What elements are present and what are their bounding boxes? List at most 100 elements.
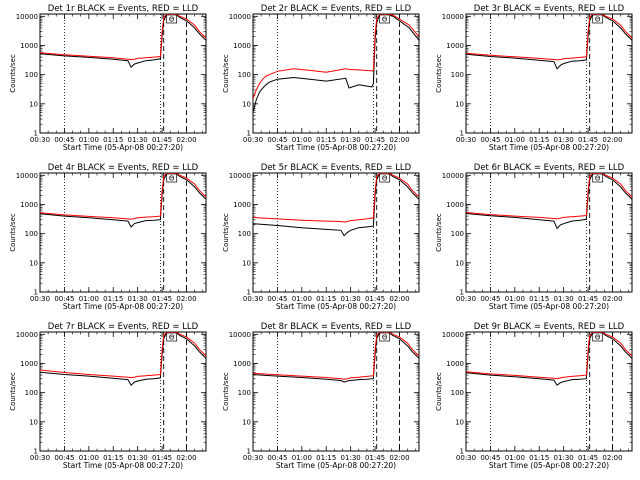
y-tick-label: 1000 <box>233 201 251 209</box>
x-tick-label: 01:30 <box>128 454 148 462</box>
panel-title: Det 1r BLACK = Events, RED = LLD <box>48 4 199 14</box>
y-tick-label: 10000 <box>442 331 464 339</box>
x-tick-label: 01:15 <box>103 136 123 144</box>
lld-series-line <box>466 173 632 220</box>
marker-label: Θ <box>169 175 175 183</box>
x-axis-label: Start Time (05-Apr-08 00:27:20) <box>63 143 183 152</box>
x-tick-label: 01:00 <box>79 136 99 144</box>
x-tick-label: 01:45 <box>578 454 598 462</box>
y-tick-label: 1 <box>460 130 464 138</box>
y-tick-label: 10000 <box>442 172 464 180</box>
plot-frame <box>465 172 633 293</box>
panel-title: Det 5r BLACK = Events, RED = LLD <box>261 163 412 173</box>
series-group <box>253 332 419 383</box>
x-tick-label: 00:30 <box>456 295 476 303</box>
x-tick-label: 01:15 <box>316 136 336 144</box>
y-tick-label: 1 <box>34 448 38 456</box>
x-tick-label: 01:45 <box>365 136 385 144</box>
x-axis-label: Start Time (05-Apr-08 00:27:20) <box>276 461 396 470</box>
x-tick-label: 01:30 <box>554 454 574 462</box>
y-tick-label: 1 <box>460 289 464 297</box>
y-tick-label: 10 <box>242 259 251 267</box>
y-tick-label: 100 <box>451 71 464 79</box>
x-tick-label: 00:45 <box>480 295 500 303</box>
plot-frame <box>39 172 207 293</box>
x-tick-label: 01:00 <box>292 454 312 462</box>
x-axis-label: Start Time (05-Apr-08 00:27:20) <box>489 461 609 470</box>
events-series-line <box>466 332 632 386</box>
x-tick-label: 01:45 <box>365 295 385 303</box>
x-tick-label: 00:45 <box>54 454 74 462</box>
y-tick-label: 10 <box>455 100 464 108</box>
lld-series-line <box>253 14 419 99</box>
detector-panel-7: Det 7r BLACK = Events, RED = LLD 1 10 100 10… <box>9 322 207 470</box>
x-tick-label: 00:30 <box>30 136 50 144</box>
y-axis-label: Counts/sec <box>9 372 17 411</box>
x-tick-label: 01:30 <box>554 295 574 303</box>
y-tick-label: 10000 <box>442 13 464 21</box>
plot-frame <box>252 172 420 293</box>
y-tick-label: 10000 <box>229 172 251 180</box>
y-tick-label: 100 <box>238 71 251 79</box>
marker-label: Θ <box>595 175 601 183</box>
x-tick-label: 00:45 <box>54 295 74 303</box>
y-tick-label: 10 <box>242 418 251 426</box>
y-tick-label: 10 <box>29 100 38 108</box>
x-tick-label: 01:45 <box>152 136 172 144</box>
marker-box <box>592 14 604 24</box>
y-tick-label: 1 <box>247 448 251 456</box>
marker-box <box>379 332 391 342</box>
y-tick-label: 10000 <box>16 331 38 339</box>
x-tick-label: 01:00 <box>505 454 525 462</box>
events-series-line <box>466 173 632 230</box>
y-axis-label: Counts/sec <box>9 54 17 93</box>
x-axis-label: Start Time (05-Apr-08 00:27:20) <box>489 302 609 311</box>
series-group <box>40 332 206 386</box>
detector-panel-2: Det 2r BLACK = Events, RED = LLD 1 10 100 10… <box>222 4 420 152</box>
panel-title: Det 9r BLACK = Events, RED = LLD <box>474 322 625 332</box>
y-tick-label: 1000 <box>233 360 251 368</box>
detector-panel-3: Det 3r BLACK = Events, RED = LLD 1 10 100 10… <box>435 4 633 152</box>
x-tick-label: 01:15 <box>529 136 549 144</box>
y-tick-label: 100 <box>25 71 38 79</box>
x-tick-label: 01:15 <box>529 454 549 462</box>
y-tick-label: 100 <box>451 389 464 397</box>
y-tick-label: 1 <box>247 289 251 297</box>
x-tick-label: 01:45 <box>578 295 598 303</box>
marker-label: Θ <box>169 16 175 24</box>
x-tick-label: 01:30 <box>341 295 361 303</box>
events-series-line <box>253 14 419 113</box>
y-axis-label: Counts/sec <box>222 372 230 411</box>
x-tick-label: 01:00 <box>292 136 312 144</box>
y-tick-label: 10 <box>29 259 38 267</box>
x-axis-label: Start Time (05-Apr-08 00:27:20) <box>63 302 183 311</box>
marker-box <box>592 332 604 342</box>
panel-title: Det 8r BLACK = Events, RED = LLD <box>261 322 412 332</box>
y-tick-label: 10 <box>242 100 251 108</box>
plot-frame <box>39 331 207 452</box>
x-tick-label: 00:30 <box>243 136 263 144</box>
x-tick-label: 00:30 <box>30 454 50 462</box>
x-tick-label: 01:15 <box>103 295 123 303</box>
series-group <box>466 14 632 70</box>
x-tick-label: 01:00 <box>79 454 99 462</box>
x-axis-label: Start Time (05-Apr-08 00:27:20) <box>276 143 396 152</box>
x-tick-label: 02:00 <box>389 454 409 462</box>
x-tick-label: 01:30 <box>128 136 148 144</box>
marker-label: Θ <box>382 16 388 24</box>
x-tick-label: 02:00 <box>389 295 409 303</box>
x-tick-label: 00:30 <box>456 136 476 144</box>
marker-box <box>592 173 604 183</box>
y-axis-label: Counts/sec <box>435 372 443 411</box>
x-axis-label: Start Time (05-Apr-08 00:27:20) <box>63 461 183 470</box>
x-tick-label: 01:30 <box>341 136 361 144</box>
events-series-line <box>466 14 632 70</box>
y-tick-label: 1000 <box>233 42 251 50</box>
y-axis-label: Counts/sec <box>222 54 230 93</box>
marker-box <box>166 14 178 24</box>
series-group <box>40 14 206 69</box>
detector-panel-1: Det 1r BLACK = Events, RED = LLD 1 10 100 10… <box>9 4 207 152</box>
x-tick-label: 02:00 <box>602 136 622 144</box>
x-tick-label: 02:00 <box>176 454 196 462</box>
y-tick-label: 10 <box>29 418 38 426</box>
